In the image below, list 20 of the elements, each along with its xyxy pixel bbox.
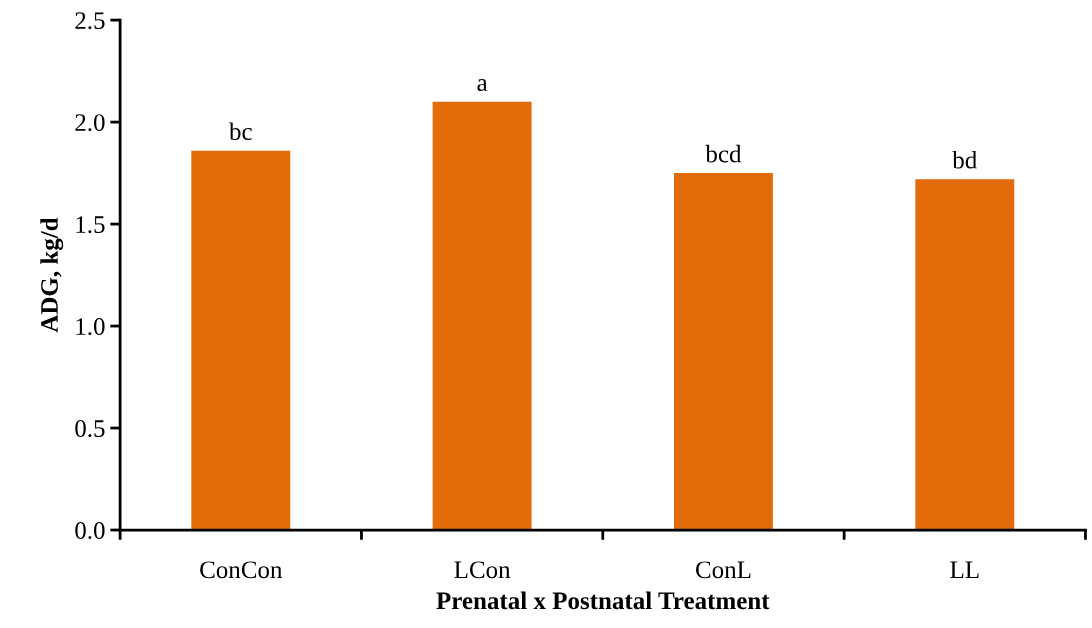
y-tick-label: 2.5	[75, 12, 105, 30]
x-tick-label: ConL	[696, 561, 751, 579]
y-tick-label: 1.5	[76, 216, 105, 234]
y-tick-label: 1.0	[76, 318, 105, 336]
annotation: bcd	[705, 144, 742, 163]
annotation: bc	[228, 122, 252, 141]
x-tick-label: LL	[950, 561, 979, 578]
annotation: a	[477, 79, 488, 92]
y-tick-label: 0.5	[75, 420, 105, 438]
bar	[191, 150, 291, 531]
x-tick-label: LCon	[454, 561, 511, 579]
y-axis-title: ADG, kg/d	[40, 217, 64, 333]
y-tick-label: 0.0	[75, 522, 105, 540]
bar	[915, 179, 1015, 531]
annotation: bd	[952, 150, 977, 169]
x-axis-title: Prenatal x Postnatal Treatment	[436, 591, 770, 610]
bar	[432, 101, 532, 531]
x-tick-label: ConCon	[200, 561, 283, 579]
y-tick-label: 2.0	[75, 114, 105, 132]
bar	[673, 173, 773, 531]
